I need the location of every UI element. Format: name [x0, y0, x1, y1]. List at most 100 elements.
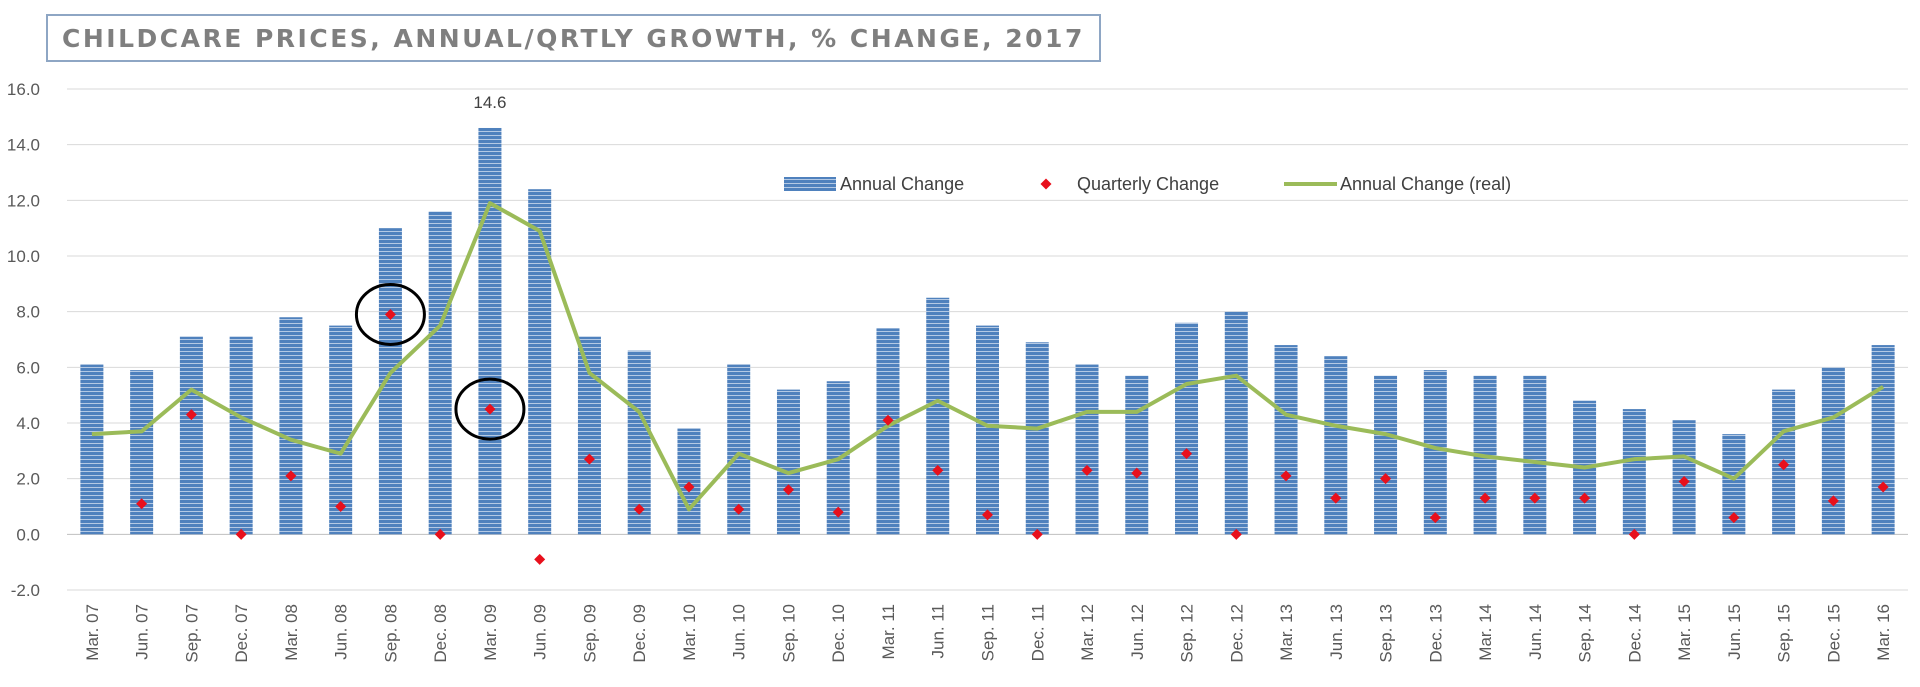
highlight-circles [354, 282, 526, 441]
legend: Annual Change Quarterly Change Annual Chan… [784, 174, 1511, 194]
x-tick-label: Mar. 16 [1874, 604, 1893, 661]
x-tick-label: Dec. 15 [1824, 604, 1843, 663]
bar-annual-change [677, 428, 701, 535]
x-tick-label: Dec. 10 [829, 604, 848, 663]
point-quarterly-change [882, 414, 894, 426]
x-tick-label: Dec. 11 [1028, 604, 1047, 661]
data-label: 14.6 [473, 93, 506, 112]
legend-swatch-quarterly-change [1040, 178, 1052, 190]
y-tick-label: 10.0 [7, 247, 40, 266]
legend-swatch-annual-change [784, 177, 836, 191]
x-tick-label: Mar. 13 [1277, 604, 1296, 661]
point-quarterly-change [932, 464, 944, 476]
annual-change-bars [80, 127, 1895, 535]
bar-annual-change [727, 364, 751, 535]
point-quarterly-change [434, 528, 446, 540]
bar-annual-change [1523, 375, 1547, 535]
x-tick-label: Dec. 07 [232, 604, 251, 663]
x-tick-label: Jun. 13 [1327, 604, 1346, 660]
point-quarterly-change [1628, 528, 1640, 540]
bar-annual-change [1622, 409, 1646, 535]
bar-annual-change [577, 336, 601, 535]
bar-annual-change [1722, 434, 1746, 535]
point-quarterly-change [1479, 492, 1491, 504]
x-tick-label: Sep. 09 [580, 604, 599, 663]
y-tick-label: -2.0 [11, 581, 40, 600]
legend-label-annual-change: Annual Change [840, 174, 964, 194]
x-tick-label: Jun. 09 [531, 604, 550, 660]
x-tick-label: Jun. 10 [730, 604, 749, 660]
y-tick-label: 14.0 [7, 136, 40, 155]
bar-annual-change [130, 370, 154, 535]
bar-annual-change [329, 325, 353, 535]
point-quarterly-change [136, 498, 148, 510]
point-quarterly-change [1131, 467, 1143, 479]
bar-annual-change [776, 389, 800, 535]
point-quarterly-change [832, 506, 844, 518]
bar-annual-change [1224, 311, 1248, 535]
legend-label-annual-change-real: Annual Change (real) [1340, 174, 1511, 194]
x-tick-label: Mar. 11 [879, 604, 898, 659]
x-tick-label: Mar. 15 [1675, 604, 1694, 661]
point-quarterly-change [1827, 495, 1839, 507]
x-tick-label: Sep. 13 [1377, 604, 1396, 663]
x-tick-label: Sep. 12 [1178, 604, 1197, 663]
bar-annual-change [1871, 345, 1895, 535]
x-tick-label: Dec. 13 [1426, 604, 1445, 663]
bar-annual-change [1274, 345, 1298, 535]
point-quarterly-change [633, 503, 645, 515]
bar-annual-change [478, 127, 502, 535]
point-quarterly-change [1380, 473, 1392, 485]
bar-annual-change [1075, 364, 1099, 535]
bar-annual-change [926, 297, 950, 535]
x-tick-label: Dec. 12 [1227, 604, 1246, 663]
y-tick-label: 6.0 [16, 358, 40, 377]
series-line-annual-change-real [91, 201, 1885, 512]
highlight-circle [454, 377, 526, 441]
x-tick-label: Mar. 14 [1476, 604, 1495, 661]
chart-title: CHILDCARE PRICES, ANNUAL/QRTLY GROWTH, %… [46, 14, 1101, 62]
point-quarterly-change [285, 470, 297, 482]
bar-annual-change [179, 336, 203, 535]
bar-annual-change [378, 228, 402, 535]
point-quarterly-change [1877, 481, 1889, 493]
x-tick-label: Mar. 09 [481, 604, 500, 661]
point-quarterly-change [384, 308, 396, 320]
bar-annual-change [1423, 370, 1447, 535]
point-quarterly-change [1230, 528, 1242, 540]
x-tick-label: Sep. 11 [979, 604, 998, 661]
y-tick-label: 4.0 [16, 414, 40, 433]
point-quarterly-change [1728, 512, 1740, 524]
bar-annual-change [1821, 367, 1845, 535]
x-tick-label: Dec. 08 [431, 604, 450, 663]
x-tick-label: Jun. 14 [1526, 604, 1545, 660]
x-tick-label: Jun. 12 [1128, 604, 1147, 660]
quarterly-change-points [136, 308, 1889, 565]
annual-change-real-line [91, 201, 1885, 512]
point-quarterly-change [683, 481, 695, 493]
point-quarterly-change [1081, 464, 1093, 476]
point-quarterly-change [782, 484, 794, 496]
point-quarterly-change [1181, 448, 1193, 460]
x-tick-label: Sep. 10 [779, 604, 798, 663]
x-tick-label: Mar. 08 [282, 604, 301, 661]
y-tick-label: 8.0 [16, 303, 40, 322]
legend-label-quarterly-change: Quarterly Change [1077, 174, 1219, 194]
bar-annual-change [80, 364, 104, 535]
bar-annual-change [1374, 375, 1398, 535]
x-tick-label: Jun. 07 [133, 604, 152, 660]
bar-annual-change [528, 189, 552, 535]
bar-annual-change [627, 350, 651, 535]
point-quarterly-change [982, 509, 993, 521]
x-tick-label: Jun. 08 [332, 604, 351, 660]
y-axis: 16.0 14.0 12.0 10.0 8.0 6.0 4.0 2.0 0.0 -2.0 [7, 80, 40, 600]
point-quarterly-change [1429, 512, 1441, 524]
x-axis: Mar. 07 Jun. 07 Sep. 07 Dec. 07 Mar. 08 Jun. … [83, 604, 1893, 663]
bar-annual-change [428, 211, 452, 535]
x-tick-label: Dec. 09 [630, 604, 649, 663]
point-quarterly-change [1579, 492, 1591, 504]
x-tick-label: Sep. 08 [381, 604, 400, 663]
x-tick-label: Mar. 10 [680, 604, 699, 661]
bar-annual-change [1175, 322, 1199, 535]
data-labels: 14.6 [473, 93, 506, 112]
